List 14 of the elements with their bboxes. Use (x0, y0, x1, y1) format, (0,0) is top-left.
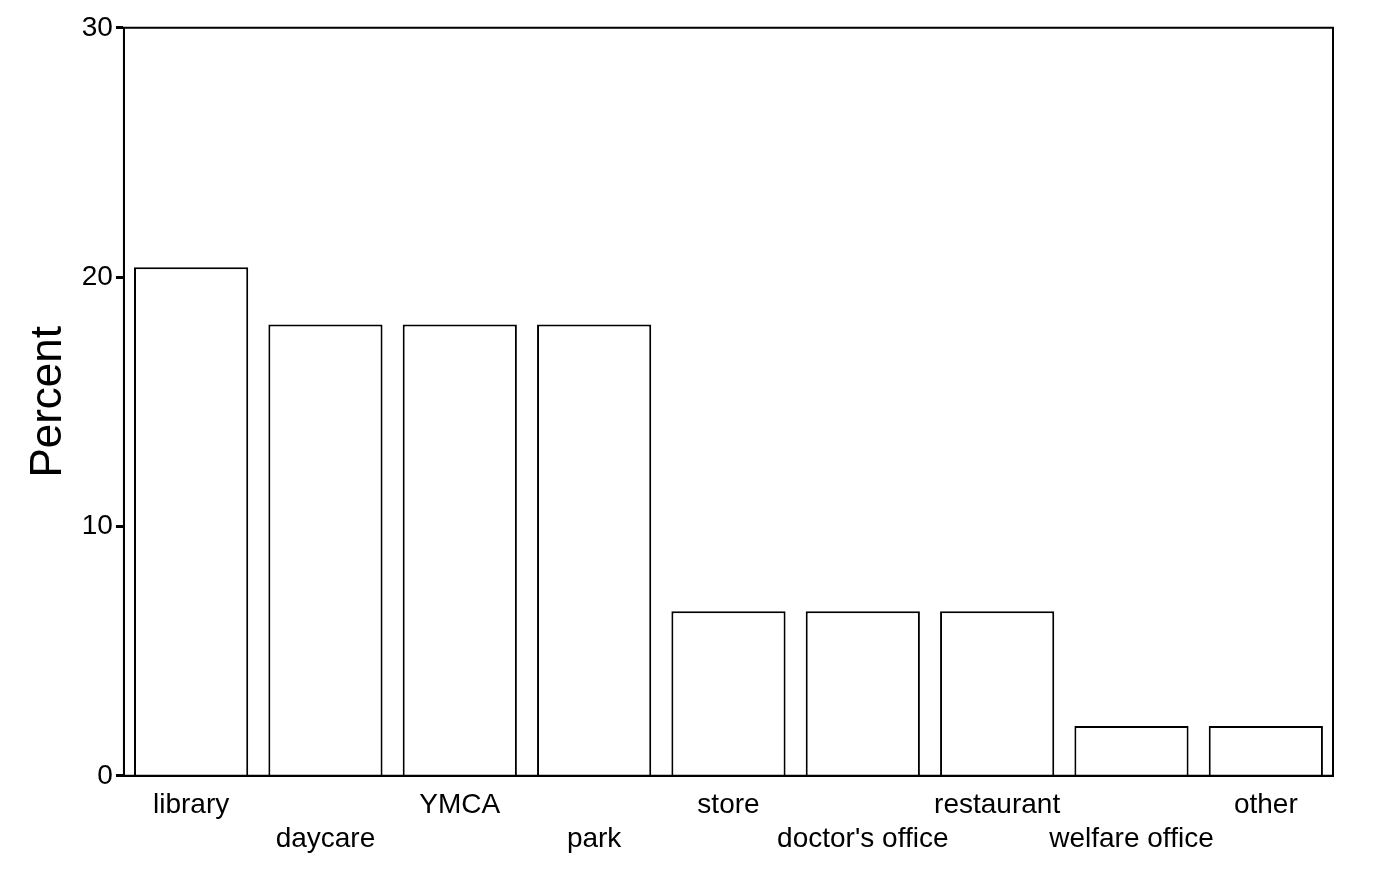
x-tick-label: daycare (275, 821, 376, 853)
y-tick-label: 30 (81, 10, 113, 42)
y-tick-label: 20 (81, 259, 113, 291)
x-tick-label: park (566, 821, 623, 853)
x-tick-label: library (153, 788, 230, 820)
y-tick-label: 10 (81, 509, 113, 541)
x-tick-label: YMCA (419, 788, 501, 820)
y-tick-label: 0 (97, 758, 113, 790)
x-tick-label: store (697, 788, 760, 820)
x-tick-label: welfare office (1048, 821, 1214, 853)
y-axis-title: Percent (20, 325, 70, 478)
x-tick-label: restaurant (934, 788, 1061, 820)
x-tick-label: other (1233, 788, 1298, 820)
x-tick-label: doctor's office (777, 821, 949, 853)
